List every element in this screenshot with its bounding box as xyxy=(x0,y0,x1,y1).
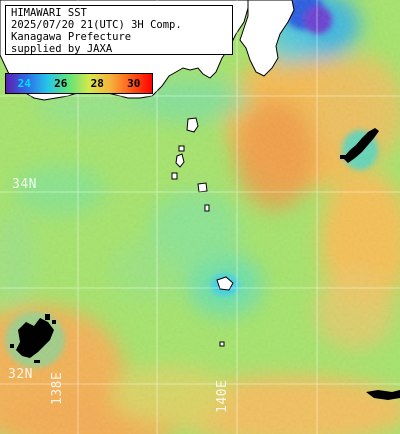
title-line-4: supplied by JAXA xyxy=(11,43,113,55)
cloud-masks xyxy=(10,128,400,400)
hachijojima-island xyxy=(216,276,234,291)
lat-label-32n: 32N xyxy=(8,367,33,382)
title-line-2: 2025/07/20 21(UTC) 3H Comp. xyxy=(11,19,182,31)
colorbar-tick-26: 26 xyxy=(54,77,68,90)
kozushima-island xyxy=(171,172,178,180)
colorbar-tick-24: 24 xyxy=(17,77,31,90)
colorbar-tick-28: 28 xyxy=(90,77,104,90)
cloud-mask-southeast xyxy=(366,390,400,400)
toshima-island xyxy=(178,145,185,152)
miyakejima-island xyxy=(197,182,208,193)
mikurajima-island xyxy=(204,204,210,212)
title-box: HIMAWARI SST 2025/07/20 21(UTC) 3H Comp.… xyxy=(5,5,233,55)
aogashima-island xyxy=(219,341,225,347)
lon-label-138e: 138E xyxy=(50,371,65,405)
title-line-3: Kanagawa Prefecture xyxy=(11,31,132,43)
lat-label-34n: 34N xyxy=(12,177,37,192)
boso-peninsula-coast xyxy=(239,0,295,77)
title-line-1: HIMAWARI SST xyxy=(11,7,87,19)
cloud-mask-west xyxy=(16,318,54,358)
oshima-island xyxy=(186,117,199,133)
lon-label-140e: 140E xyxy=(215,379,230,413)
colorbar-tick-30: 30 xyxy=(127,77,141,90)
sst-colorbar: 24 26 28 30 xyxy=(5,73,153,94)
niijima-island xyxy=(175,153,185,168)
